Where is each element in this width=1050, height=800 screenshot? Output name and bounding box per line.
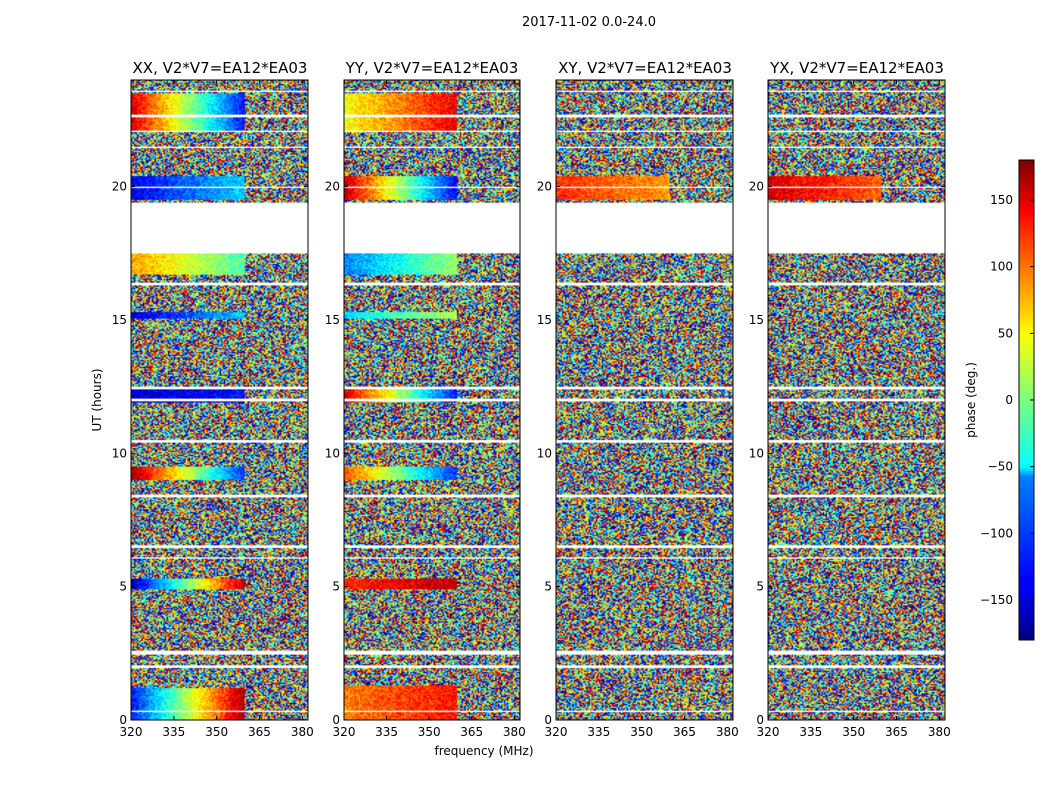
y-tick-label: 10 (325, 446, 340, 460)
panel-4-frame (767, 79, 946, 721)
x-tick-label: 335 (162, 725, 185, 739)
colorbar-tick-label: 100 (990, 260, 1013, 274)
y-tick-label: 20 (325, 180, 340, 194)
y-tick-label: 20 (112, 180, 127, 194)
panel-3-y-ticks: 0 5 10 15 20 (537, 180, 733, 727)
panel-4-x-ticks: 320 335 350 365 380 (757, 80, 951, 739)
y-tick-label: 5 (544, 580, 552, 594)
x-tick-label: 320 (333, 725, 356, 739)
panel-3-x-ticks: 320 335 350 365 380 (545, 80, 739, 739)
x-tick-label: 335 (375, 725, 398, 739)
panel-3-frame (555, 79, 734, 721)
x-tick-label: 320 (757, 725, 780, 739)
y-tick-label: 20 (749, 180, 764, 194)
y-tick-label: 0 (332, 713, 340, 727)
colorbar-tick-label: 50 (998, 326, 1013, 340)
x-tick-label: 350 (418, 725, 441, 739)
colorbar-ticks: −150 −100 −50 0 50 100 150 (980, 193, 1034, 607)
y-tick-label: 0 (119, 713, 127, 727)
x-tick-label: 380 (928, 725, 951, 739)
panel-1-frame (130, 79, 309, 721)
x-tick-label: 380 (716, 725, 739, 739)
x-tick-label: 380 (503, 725, 526, 739)
colorbar-tick-label: 150 (990, 193, 1013, 207)
x-axis-label: frequency (MHz) (434, 744, 533, 758)
y-tick-label: 5 (332, 580, 340, 594)
panel-4: YX, V2*V7=EA12*EA03 0 5 10 15 20 320 335 350 36… (749, 59, 951, 739)
x-tick-label: 365 (885, 725, 908, 739)
x-tick-label: 365 (460, 725, 483, 739)
x-tick-label: 365 (673, 725, 696, 739)
panel-4-heatmap (768, 80, 945, 720)
colorbar-tick-label: −50 (988, 460, 1013, 474)
y-tick-label: 15 (325, 313, 340, 327)
panel-1-title: XX, V2*V7=EA12*EA03 (133, 59, 308, 77)
y-axis-label: UT (hours) (90, 368, 104, 431)
y-tick-label: 15 (537, 313, 552, 327)
panel-2-heatmap (344, 80, 520, 720)
y-tick-label: 10 (112, 446, 127, 460)
y-tick-label: 15 (749, 313, 764, 327)
y-tick-label: 0 (756, 713, 764, 727)
y-tick-label: 0 (544, 713, 552, 727)
y-tick-label: 10 (537, 446, 552, 460)
y-tick-label: 15 (112, 313, 127, 327)
colorbar-tick-label: −150 (980, 593, 1013, 607)
x-tick-label: 380 (291, 725, 314, 739)
panel-2-x-ticks: 320 335 350 365 380 (333, 80, 526, 739)
x-tick-label: 335 (587, 725, 610, 739)
y-tick-label: 20 (537, 180, 552, 194)
y-tick-label: 5 (756, 580, 764, 594)
panel-1: XX, V2*V7=EA12*EA03 0 5 10 15 20 320 335 350 36… (112, 59, 314, 739)
x-tick-label: 350 (842, 725, 865, 739)
panel-1-heatmap (131, 80, 308, 720)
x-tick-label: 320 (120, 725, 143, 739)
panel-2: YY, V2*V7=EA12*EA03 0 5 10 15 20 320 335 350 36… (325, 59, 526, 739)
figure-title: 2017-11-02 0.0-24.0 (522, 15, 656, 30)
colorbar: −150 −100 −50 0 50 100 150 phase (deg.) (964, 159, 1035, 641)
panel-2-title: YY, V2*V7=EA12*EA03 (345, 59, 519, 77)
panel-3-heatmap (556, 80, 733, 720)
x-tick-label: 320 (545, 725, 568, 739)
x-tick-label: 350 (205, 725, 228, 739)
y-tick-label: 10 (749, 446, 764, 460)
panel-1-y-ticks: 0 5 10 15 20 (112, 180, 308, 727)
panel-2-y-ticks: 0 5 10 15 20 (325, 180, 520, 727)
x-tick-label: 350 (630, 725, 653, 739)
y-tick-label: 5 (119, 580, 127, 594)
panel-3: XY, V2*V7=EA12*EA03 0 5 10 15 20 320 335 350 36… (537, 59, 739, 739)
panel-3-title: XY, V2*V7=EA12*EA03 (558, 59, 732, 77)
colorbar-tick-label: −100 (980, 526, 1013, 540)
x-tick-label: 365 (248, 725, 271, 739)
panel-2-frame (343, 79, 521, 721)
panel-4-title: YX, V2*V7=EA12*EA03 (769, 59, 944, 77)
panel-4-y-ticks: 0 5 10 15 20 (749, 180, 945, 727)
colorbar-tick-label: 0 (1005, 393, 1013, 407)
colorbar-label: phase (deg.) (964, 362, 978, 438)
x-tick-label: 335 (799, 725, 822, 739)
panel-1-x-ticks: 320 335 350 365 380 (120, 80, 314, 739)
